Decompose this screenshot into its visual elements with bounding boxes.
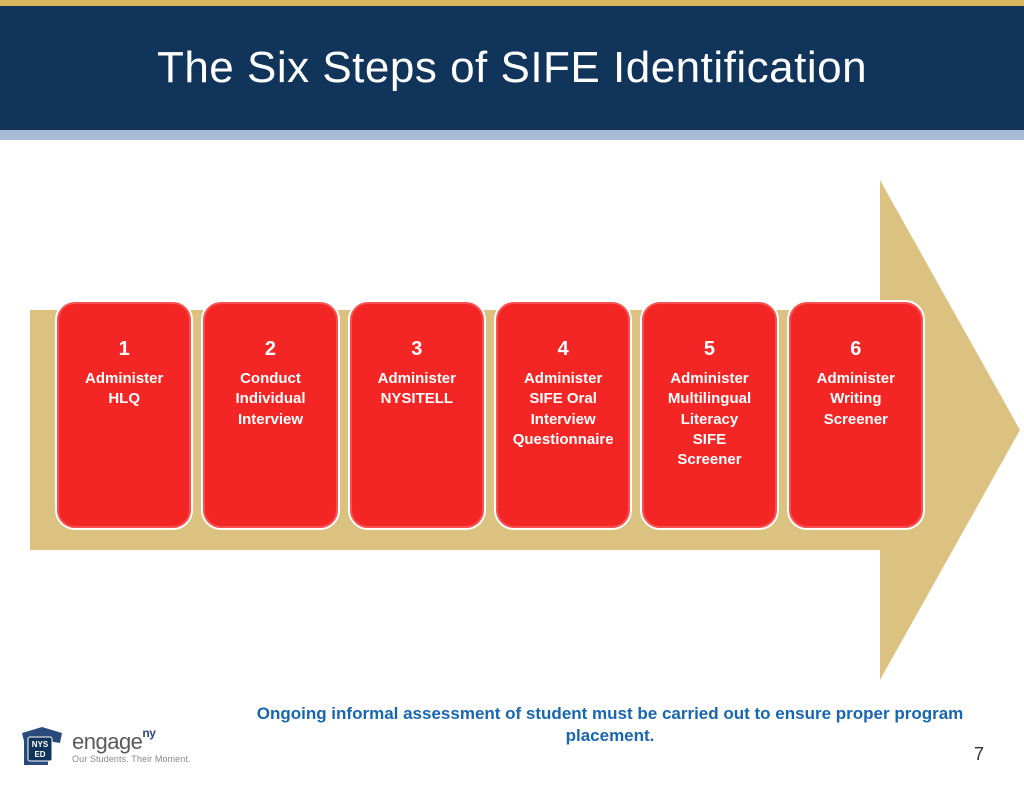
footer: NYS ED engageny Our Students. Their Mome… bbox=[0, 703, 1024, 773]
steps-row: 1 Administer HLQ 2 Conduct Individual Inter… bbox=[55, 300, 925, 530]
step-label: Administer SIFE Oral Interview Questionn… bbox=[513, 369, 614, 450]
page-title: The Six Steps of SIFE Identification bbox=[157, 43, 867, 93]
logo-block: NYS ED engageny Our Students. Their Mome… bbox=[20, 727, 191, 767]
step-number: 3 bbox=[411, 338, 422, 361]
footer-note: Ongoing informal assessment of student m… bbox=[250, 703, 970, 747]
step-label: Administer Multilingual Literacy SIFE Sc… bbox=[668, 369, 751, 470]
step-label: Administer NYSITELL bbox=[378, 369, 456, 410]
step-label: Administer HLQ bbox=[85, 369, 163, 410]
step-number: 5 bbox=[704, 338, 715, 361]
step-label: Conduct Individual Interview bbox=[235, 369, 305, 430]
step-number: 4 bbox=[558, 338, 569, 361]
step-number: 1 bbox=[119, 338, 130, 361]
step-box-5: 5 Administer Multilingual Literacy SIFE S… bbox=[640, 300, 778, 530]
engage-word: engageny bbox=[72, 731, 191, 753]
step-box-4: 4 Administer SIFE Oral Interview Question… bbox=[494, 300, 632, 530]
step-box-6: 6 Administer Writing Screener bbox=[787, 300, 925, 530]
step-number: 6 bbox=[850, 338, 861, 361]
page-number: 7 bbox=[974, 744, 984, 765]
step-label: Administer Writing Screener bbox=[817, 369, 895, 430]
engage-logo: engageny Our Students. Their Moment. bbox=[72, 731, 191, 764]
engage-main: engage bbox=[72, 729, 142, 754]
step-box-1: 1 Administer HLQ bbox=[55, 300, 193, 530]
step-box-3: 3 Administer NYSITELL bbox=[348, 300, 486, 530]
nysed-bot: ED bbox=[34, 750, 45, 759]
header-bar: The Six Steps of SIFE Identification bbox=[0, 0, 1024, 140]
diagram-area: 1 Administer HLQ 2 Conduct Individual Inter… bbox=[0, 140, 1024, 660]
nysed-top: NYS bbox=[32, 740, 49, 749]
step-number: 2 bbox=[265, 338, 276, 361]
engage-sup: ny bbox=[142, 726, 155, 740]
nysed-logo: NYS ED bbox=[20, 727, 64, 767]
engage-tagline: Our Students. Their Moment. bbox=[72, 755, 191, 764]
step-box-2: 2 Conduct Individual Interview bbox=[201, 300, 339, 530]
